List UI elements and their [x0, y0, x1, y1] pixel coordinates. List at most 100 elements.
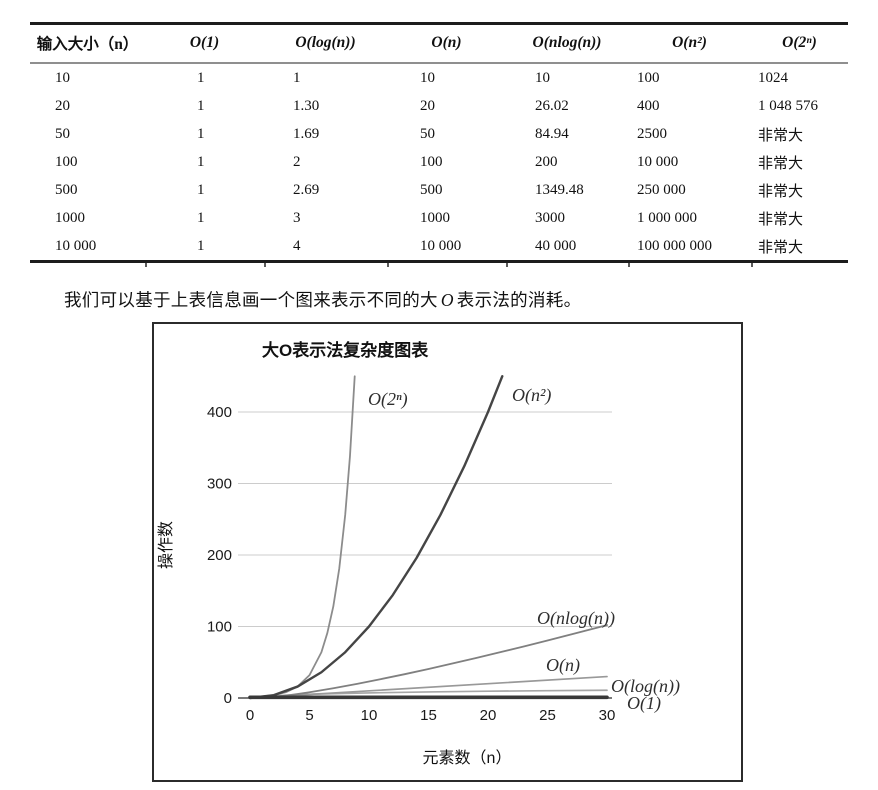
paragraph-text-pre: 我们可以基于上表信息画一个图来表示不同的大 [64, 289, 438, 310]
table-cell: 200 [535, 153, 558, 170]
table-cell: 10 [535, 69, 550, 86]
table-cell: 3 [293, 209, 301, 226]
table-cell: 10 [420, 69, 435, 86]
table-cell: 10 000 [55, 237, 97, 254]
table-cell: 100 000 000 [637, 237, 712, 254]
curve-label-2n: O(2ⁿ) [368, 389, 408, 410]
table-cell: 1 [197, 97, 205, 114]
column-header: O(nlog(n)) [506, 23, 628, 64]
table-cell: 3000 [535, 209, 565, 226]
table-cell: 非常大 [758, 183, 804, 200]
table-header: 输入大小（n） O(1) O(log(n)) O(n) O(nlog(n)) O(n²) O… [30, 23, 848, 64]
table-row: 1000 1 3 1000 3000 1 000 000 非常大 [30, 204, 848, 232]
curve-n [249, 675, 608, 699]
table-cell: 1 048 576 [758, 97, 818, 114]
column-divider-tick [751, 263, 753, 267]
column-header: O(log(n)) [264, 23, 387, 64]
curve-label-logn: O(log(n)) [611, 676, 680, 697]
table-cell: 40 000 [535, 237, 577, 254]
table-cell: 1000 [55, 209, 85, 226]
y-tick-label: 300 [207, 476, 232, 493]
table-cell: 100 [637, 69, 660, 86]
column-divider-tick [145, 263, 147, 267]
table-cell: 100 [420, 153, 443, 170]
table-cell: 非常大 [758, 127, 804, 144]
paragraph-text-post: 表示法的消耗。 [456, 289, 582, 310]
curve-label-n: O(n) [546, 655, 580, 676]
table-cell: 2.69 [293, 181, 320, 198]
table-cell: 4 [293, 237, 301, 254]
complexity-table: 输入大小（n） O(1) O(log(n)) O(n) O(nlog(n)) O(n²) O… [30, 22, 848, 263]
x-tick-label: 20 [480, 707, 497, 724]
table-cell: 非常大 [758, 211, 804, 228]
curve-2n [249, 375, 356, 699]
column-header: O(1) [145, 23, 264, 64]
table-row: 10 1 1 10 10 100 1024 [30, 63, 848, 92]
table-header-row: 输入大小（n） O(1) O(log(n)) O(n) O(nlog(n)) O(n²) O… [30, 23, 848, 64]
column-divider-tick [387, 263, 389, 267]
y-axis-title: 操作数 [157, 521, 175, 569]
table-cell: 10 000 [420, 237, 462, 254]
table-cell: 1 [197, 153, 205, 170]
chart-frame: 0 100 200 300 400 0 5 10 15 20 25 30 O(log(n)) O(n) O(… [152, 322, 743, 782]
table-cell: 1 [197, 209, 205, 226]
table-cell: 1000 [420, 209, 450, 226]
table-row: 50 1 1.69 50 84.94 2500 非常大 [30, 120, 848, 148]
curve-label-1: O(1) [627, 693, 661, 714]
table-cell: 500 [55, 181, 78, 198]
table-cell: 1 [197, 181, 205, 198]
table-body: 10 1 1 10 10 100 1024 20 1 1.30 20 26.02 400 1 048 57… [30, 63, 848, 262]
table-cell: 250 000 [637, 181, 686, 198]
x-tick-label: 15 [420, 707, 437, 724]
chart-title: 大O表示法复杂度图表 [262, 340, 429, 360]
curve-label-nlogn: O(nlog(n)) [537, 608, 615, 629]
x-axis-title: 元素数（n） [423, 749, 512, 767]
table-cell: 1 000 000 [637, 209, 697, 226]
table-cell: 20 [55, 97, 70, 114]
x-tick-label: 0 [246, 707, 254, 724]
plot-layer: 0 100 200 300 400 0 5 10 15 20 25 30 O(log(n)) O(n) O(… [207, 375, 680, 724]
table-row: 10 000 1 4 10 000 40 000 100 000 000 非常大 [30, 232, 848, 262]
complexity-table-wrap: 输入大小（n） O(1) O(log(n)) O(n) O(nlog(n)) O(n²) O… [30, 22, 848, 267]
table-cell: 2500 [637, 125, 667, 142]
table-cell: 1 [197, 69, 205, 86]
table-cell: 50 [55, 125, 70, 142]
column-divider-tick [264, 263, 266, 267]
column-header: O(n) [387, 23, 506, 64]
table-row: 100 1 2 100 200 10 000 非常大 [30, 148, 848, 176]
table-cell: 26.02 [535, 97, 569, 114]
column-header: O(n²) [628, 23, 751, 64]
x-tick-label: 25 [539, 707, 556, 724]
body-paragraph: 我们可以基于上表信息画一个图来表示不同的大 O 表示法的消耗。 [64, 287, 824, 312]
paragraph-big-o: O [440, 289, 454, 310]
table-cell: 84.94 [535, 125, 569, 142]
column-header: 输入大小（n） [30, 23, 145, 64]
table-cell: 1024 [758, 69, 788, 86]
bigo-chart: 0 100 200 300 400 0 5 10 15 20 25 30 O(log(n)) O(n) O(… [157, 340, 680, 767]
y-tick-label: 0 [224, 690, 232, 707]
y-tick-label: 100 [207, 619, 232, 636]
table-cell: 1349.48 [535, 181, 584, 198]
table-cell: 20 [420, 97, 435, 114]
column-header: O(2ⁿ) [751, 23, 848, 64]
table-cell: 非常大 [758, 239, 804, 256]
table-cell: 50 [420, 125, 435, 142]
column-divider-tick [628, 263, 630, 267]
curve-n2 [248, 375, 504, 700]
x-tick-label: 30 [599, 707, 616, 724]
table-cell: 1 [293, 69, 301, 86]
table-cell: 1.30 [293, 97, 320, 114]
x-tick-label: 5 [305, 707, 313, 724]
table-row: 20 1 1.30 20 26.02 400 1 048 576 [30, 92, 848, 120]
table-cell: 1 [197, 125, 205, 142]
table-cell: 2 [293, 153, 301, 170]
table-cell: 500 [420, 181, 443, 198]
curve-label-n2: O(n²) [512, 385, 551, 406]
table-row: 500 1 2.69 500 1349.48 250 000 非常大 [30, 176, 848, 204]
y-tick-label: 200 [207, 547, 232, 564]
table-cell: 10 [55, 69, 70, 86]
x-tick-label: 10 [361, 707, 378, 724]
table-cell: 1.69 [293, 125, 320, 142]
y-tick-label: 400 [207, 404, 232, 421]
